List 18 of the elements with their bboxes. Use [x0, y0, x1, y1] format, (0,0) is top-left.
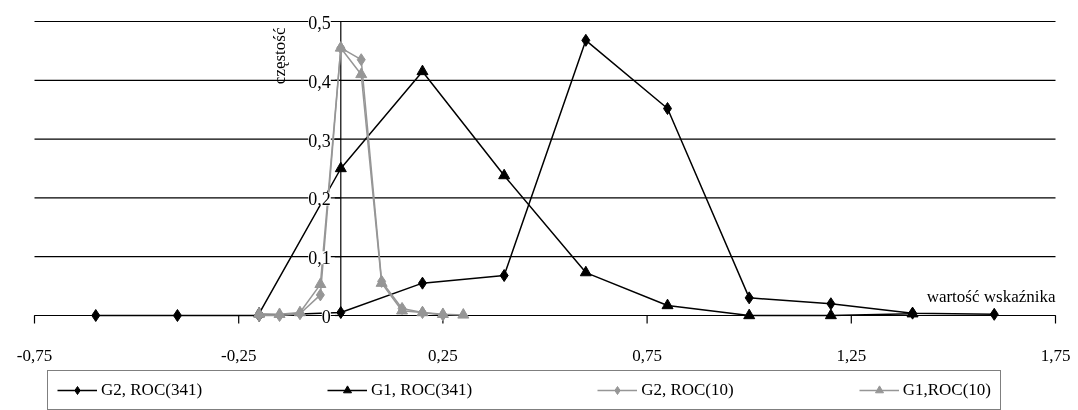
y-tick-label: 0,3 — [308, 130, 331, 151]
x-tick-label: 0,25 — [428, 346, 458, 365]
y-tick-label: 0 — [321, 307, 331, 327]
x-tick-label: -0,75 — [16, 346, 53, 365]
y-tick-label: 0,5 — [308, 13, 331, 33]
x-tick-label: -0,25 — [220, 346, 257, 365]
legend-label: G1, ROC(341) — [371, 380, 473, 400]
x-tick-label: 0,75 — [632, 346, 662, 365]
legend-label: G2, ROC(341) — [101, 380, 203, 400]
y-axis-title: częstość — [269, 27, 289, 85]
x-tick-label: 1,25 — [836, 346, 867, 365]
y-tick-label: 0,4 — [308, 71, 331, 92]
x-tick-label: 1,75 — [1040, 346, 1071, 365]
y-tick-label: 0,2 — [308, 189, 331, 210]
legend-label: G1,ROC(10) — [902, 380, 991, 400]
legend-label: G2, ROC(10) — [641, 380, 734, 400]
x-axis-title: wartość wskaźnika — [926, 286, 1056, 306]
y-tick-label: 0,1 — [308, 248, 331, 269]
